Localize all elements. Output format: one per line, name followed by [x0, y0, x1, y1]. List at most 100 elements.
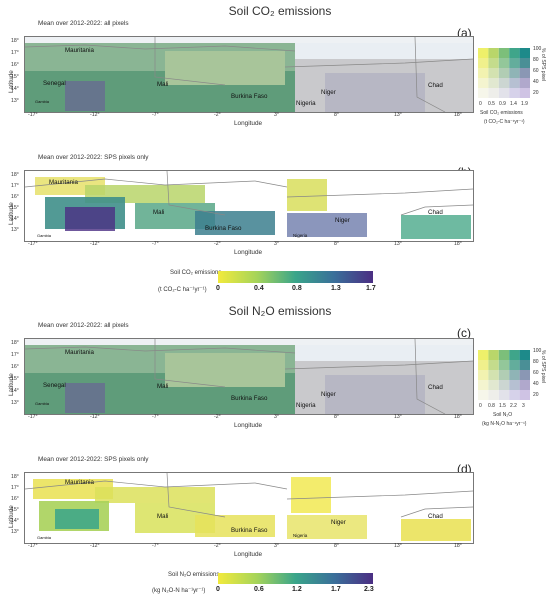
lat-tick: 16° [11, 364, 19, 370]
lon-tick: 8° [334, 241, 339, 247]
country-label-senegal: Senegal [43, 80, 66, 87]
lon-tick: -7° [152, 112, 159, 118]
bivariate-co2-xtick: 1.9 [521, 101, 528, 107]
colorbar-n2o [218, 573, 373, 584]
bivariate-n2o-ytick: 20 [533, 392, 539, 398]
lon-tick: -17° [28, 112, 38, 118]
panel-a-subtitle: Mean over 2012-2022: all pixels [38, 20, 129, 27]
country-label-chad: Chad [428, 384, 443, 391]
panel-b-xlabel: Longitude [234, 249, 263, 256]
lat-tick: 13° [11, 98, 19, 104]
lat-tick: 17° [11, 183, 19, 189]
colorbar-co2-tick: 1.7 [366, 285, 376, 292]
colorbar-co2-tick: 0.8 [292, 285, 302, 292]
colorbar-co2-tick: 0.4 [254, 285, 264, 292]
lat-tick: 13° [11, 227, 19, 233]
lon-tick: -12° [90, 414, 100, 420]
country-label-chad: Chad [428, 82, 443, 89]
lon-tick: -2° [214, 112, 221, 118]
country-label-mali: Mali [157, 383, 169, 390]
panel-a-xlabel: Longitude [234, 120, 263, 127]
country-label-gambia: Gambia [35, 99, 50, 104]
lon-tick: -17° [28, 241, 38, 247]
lon-tick: -2° [214, 414, 221, 420]
lat-tick: 15° [11, 507, 19, 513]
panel-d-xlabel: Longitude [234, 551, 263, 558]
country-label-mauritania: Mauritania [65, 47, 94, 54]
panel-c-xlabel: Longitude [234, 422, 263, 429]
bivariate-co2-xtick: 0 [479, 101, 482, 107]
lat-tick: 16° [11, 496, 19, 502]
lon-tick: 18° [454, 241, 462, 247]
colorbar-n2o-unit: (kg N₂O-N ha⁻¹yr⁻¹) [152, 588, 206, 594]
bivariate-n2o-xtick: 0 [479, 403, 482, 409]
lon-tick: 18° [454, 543, 462, 549]
bivariate-n2o-xtick: 2.2 [510, 403, 517, 409]
country-label-mauritania: Mauritania [65, 479, 94, 486]
country-label-mali: Mali [157, 81, 169, 88]
co2-section-title: Soil CO₂ emissions [228, 4, 332, 18]
country-label-burkina: Burkina Faso [231, 93, 268, 100]
lat-tick: 13° [11, 529, 19, 535]
colorbar-co2-tick: 1.3 [331, 285, 341, 292]
lat-tick: 18° [11, 474, 19, 480]
panel-b-subtitle: Mean over 2012-2022: SPS pixels only [38, 154, 149, 161]
panel-d-subtitle: Mean over 2012-2022: SPS pixels only [38, 456, 149, 463]
lon-tick: 3° [274, 414, 279, 420]
country-label-chad: Chad [428, 209, 443, 216]
lon-tick: -12° [90, 241, 100, 247]
bivariate-legend-n2o [478, 350, 530, 400]
bivariate-co2-ytick: 100 [533, 46, 542, 52]
lat-tick: 18° [11, 38, 19, 44]
country-label-senegal: Senegal [43, 382, 66, 389]
bivariate-n2o-xtick: 0.8 [488, 403, 495, 409]
colorbar-co2-unit: (t CO₂-C ha⁻¹yr⁻¹) [158, 287, 207, 293]
lon-tick: 13° [394, 112, 402, 118]
bivariate-n2o-ytick: 40 [533, 381, 539, 387]
lon-tick: -2° [214, 241, 221, 247]
lat-tick: 16° [11, 62, 19, 68]
bivariate-n2o-ytick: 80 [533, 359, 539, 365]
lat-tick: 15° [11, 205, 19, 211]
country-label-nigeria: Nigeria [293, 233, 308, 238]
bivariate-n2o-ytick: 100 [533, 348, 542, 354]
colorbar-co2 [218, 271, 373, 283]
country-label-burkina: Burkina Faso [205, 225, 242, 232]
lon-tick: 18° [454, 414, 462, 420]
bivariate-co2-ytick: 80 [533, 57, 539, 63]
lon-tick: 13° [394, 543, 402, 549]
lon-tick: -7° [152, 414, 159, 420]
lat-tick: 18° [11, 340, 19, 346]
lat-tick: 17° [11, 50, 19, 56]
panel-a-map-svg [25, 37, 473, 112]
lon-tick: -12° [90, 112, 100, 118]
panel-b-map-svg [25, 171, 473, 239]
colorbar-n2o-tick: 0.6 [254, 586, 264, 593]
lon-tick: -17° [28, 414, 38, 420]
lon-tick: -2° [214, 543, 221, 549]
lat-tick: 17° [11, 485, 19, 491]
panel-b-map: Mauritania Mali Burkina Faso Niger Niger… [24, 170, 474, 242]
country-label-burkina: Burkina Faso [231, 527, 268, 534]
lon-tick: 13° [394, 414, 402, 420]
lat-tick: 13° [11, 400, 19, 406]
bivariate-co2-ytick: 40 [533, 79, 539, 85]
lat-tick: 15° [11, 376, 19, 382]
bivariate-co2-xtick: 0.5 [488, 101, 495, 107]
country-label-mali: Mali [153, 209, 165, 216]
lat-tick: 15° [11, 74, 19, 80]
bivariate-co2-xtick: 1.4 [510, 101, 517, 107]
bivariate-n2o-xtick: 1.5 [499, 403, 506, 409]
bivariate-co2-title: Soil CO₂ emissions [480, 110, 523, 116]
panel-c-letter: (c) [457, 326, 471, 340]
lon-tick: 8° [334, 112, 339, 118]
bivariate-co2-side-label: % of SPS pixel [540, 48, 546, 82]
country-label-niger: Niger [321, 391, 336, 398]
lat-tick: 14° [11, 518, 19, 524]
country-label-gambia: Gambia [37, 233, 52, 238]
lon-tick: 3° [274, 241, 279, 247]
country-label-chad: Chad [428, 513, 443, 520]
bivariate-n2o-side-label: % of SPS pixel [540, 350, 546, 384]
colorbar-co2-tick: 0 [216, 285, 220, 292]
lon-tick: 13° [394, 241, 402, 247]
